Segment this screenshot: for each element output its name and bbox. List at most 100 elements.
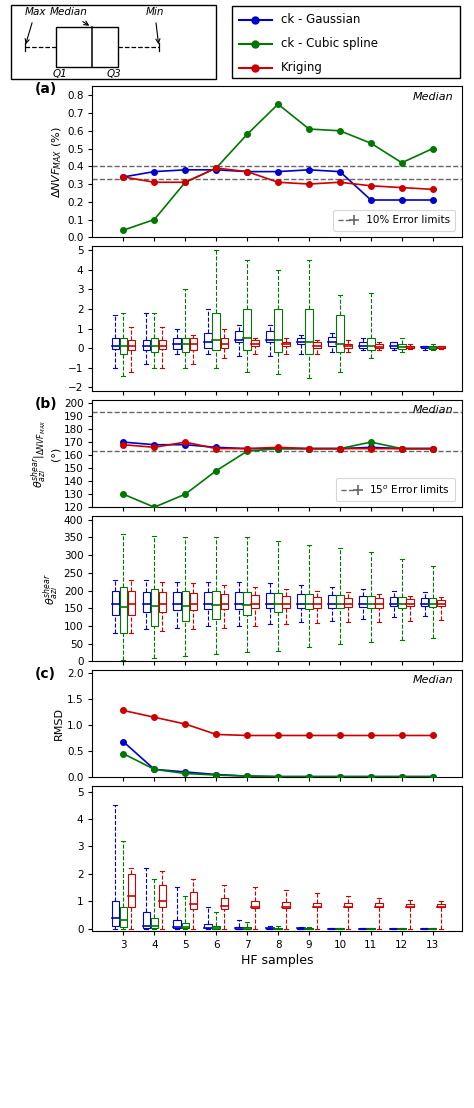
FancyBboxPatch shape xyxy=(244,593,251,615)
FancyBboxPatch shape xyxy=(111,591,119,615)
Text: Max: Max xyxy=(25,8,46,43)
FancyBboxPatch shape xyxy=(251,340,259,347)
FancyBboxPatch shape xyxy=(336,315,344,352)
Text: (a): (a) xyxy=(35,82,57,96)
Y-axis label: RMSD: RMSD xyxy=(54,707,64,740)
FancyBboxPatch shape xyxy=(344,903,352,907)
Text: ck - Gaussian: ck - Gaussian xyxy=(281,13,360,25)
FancyBboxPatch shape xyxy=(212,312,220,350)
FancyBboxPatch shape xyxy=(173,593,181,611)
X-axis label: HF samples: HF samples xyxy=(241,954,313,967)
FancyBboxPatch shape xyxy=(56,28,118,66)
Text: ck - Cubic spline: ck - Cubic spline xyxy=(281,37,378,50)
FancyBboxPatch shape xyxy=(437,904,445,907)
Text: Q1: Q1 xyxy=(52,69,67,79)
FancyBboxPatch shape xyxy=(390,342,398,348)
FancyBboxPatch shape xyxy=(313,342,321,348)
FancyBboxPatch shape xyxy=(111,901,119,926)
FancyBboxPatch shape xyxy=(359,596,366,607)
FancyBboxPatch shape xyxy=(297,338,305,345)
FancyBboxPatch shape xyxy=(143,340,150,350)
FancyBboxPatch shape xyxy=(390,597,398,606)
FancyBboxPatch shape xyxy=(204,332,212,348)
FancyBboxPatch shape xyxy=(274,593,282,612)
FancyBboxPatch shape xyxy=(283,902,290,907)
Legend: ,  15$^o$ Error limits: , 15$^o$ Error limits xyxy=(336,479,455,501)
FancyBboxPatch shape xyxy=(182,338,189,352)
Text: (b): (b) xyxy=(35,398,58,411)
FancyBboxPatch shape xyxy=(297,594,305,607)
FancyBboxPatch shape xyxy=(398,345,406,349)
FancyBboxPatch shape xyxy=(251,901,259,909)
FancyBboxPatch shape xyxy=(336,595,344,608)
FancyBboxPatch shape xyxy=(328,595,336,607)
FancyBboxPatch shape xyxy=(375,903,383,907)
FancyBboxPatch shape xyxy=(367,596,374,608)
FancyBboxPatch shape xyxy=(359,342,366,348)
FancyBboxPatch shape xyxy=(143,593,150,612)
FancyBboxPatch shape xyxy=(236,330,243,342)
Legend: ,  10% Error limits: , 10% Error limits xyxy=(333,211,455,230)
FancyBboxPatch shape xyxy=(406,599,414,606)
FancyBboxPatch shape xyxy=(182,591,189,620)
FancyBboxPatch shape xyxy=(173,921,181,929)
FancyBboxPatch shape xyxy=(367,338,374,350)
FancyBboxPatch shape xyxy=(151,588,158,626)
FancyBboxPatch shape xyxy=(128,340,135,350)
FancyBboxPatch shape xyxy=(406,347,414,348)
FancyBboxPatch shape xyxy=(143,912,150,927)
FancyBboxPatch shape xyxy=(375,345,383,348)
Y-axis label: $\theta_{azi}^{shear}|_{\Delta NVF_{MAX}}$
(°): $\theta_{azi}^{shear}|_{\Delta NVF_{MAX}… xyxy=(29,420,61,489)
FancyBboxPatch shape xyxy=(220,338,228,348)
FancyBboxPatch shape xyxy=(305,594,313,609)
FancyBboxPatch shape xyxy=(437,599,445,606)
FancyBboxPatch shape xyxy=(119,587,127,633)
FancyBboxPatch shape xyxy=(190,338,197,350)
FancyBboxPatch shape xyxy=(344,345,352,348)
Y-axis label: $\theta_{azi}^{shear}$: $\theta_{azi}^{shear}$ xyxy=(41,573,61,605)
FancyBboxPatch shape xyxy=(236,927,243,929)
Text: Median: Median xyxy=(412,92,453,102)
FancyBboxPatch shape xyxy=(421,347,428,348)
FancyBboxPatch shape xyxy=(344,597,352,607)
Text: Median: Median xyxy=(412,675,453,685)
FancyBboxPatch shape xyxy=(159,884,166,907)
FancyBboxPatch shape xyxy=(151,338,158,352)
FancyBboxPatch shape xyxy=(244,309,251,350)
FancyBboxPatch shape xyxy=(283,342,290,347)
Text: Median: Median xyxy=(412,404,453,414)
FancyBboxPatch shape xyxy=(313,903,321,907)
FancyBboxPatch shape xyxy=(437,347,445,348)
FancyBboxPatch shape xyxy=(151,917,158,929)
Text: Median: Median xyxy=(49,8,88,25)
FancyBboxPatch shape xyxy=(266,330,273,342)
FancyBboxPatch shape xyxy=(111,338,119,349)
FancyBboxPatch shape xyxy=(232,6,460,79)
Text: Q3: Q3 xyxy=(106,69,121,79)
FancyBboxPatch shape xyxy=(251,595,259,608)
FancyBboxPatch shape xyxy=(204,924,212,929)
FancyBboxPatch shape xyxy=(159,593,166,613)
FancyBboxPatch shape xyxy=(375,598,383,607)
FancyBboxPatch shape xyxy=(212,926,220,929)
FancyBboxPatch shape xyxy=(266,593,273,608)
FancyBboxPatch shape xyxy=(190,892,197,909)
FancyBboxPatch shape xyxy=(159,340,166,349)
FancyBboxPatch shape xyxy=(128,874,135,906)
FancyBboxPatch shape xyxy=(421,597,428,606)
FancyBboxPatch shape xyxy=(190,593,197,611)
FancyBboxPatch shape xyxy=(328,337,336,347)
FancyBboxPatch shape xyxy=(406,904,414,907)
Y-axis label: $\Delta NVF_{MAX}$ (%): $\Delta NVF_{MAX}$ (%) xyxy=(51,126,64,197)
FancyBboxPatch shape xyxy=(119,338,127,355)
FancyBboxPatch shape xyxy=(313,596,321,607)
FancyBboxPatch shape xyxy=(182,923,189,929)
FancyBboxPatch shape xyxy=(220,594,228,609)
Text: (c): (c) xyxy=(35,667,56,681)
FancyBboxPatch shape xyxy=(429,597,437,607)
Text: Min: Min xyxy=(146,8,164,43)
FancyBboxPatch shape xyxy=(220,899,228,909)
FancyBboxPatch shape xyxy=(274,309,282,352)
FancyBboxPatch shape xyxy=(128,591,135,615)
FancyBboxPatch shape xyxy=(212,592,220,619)
